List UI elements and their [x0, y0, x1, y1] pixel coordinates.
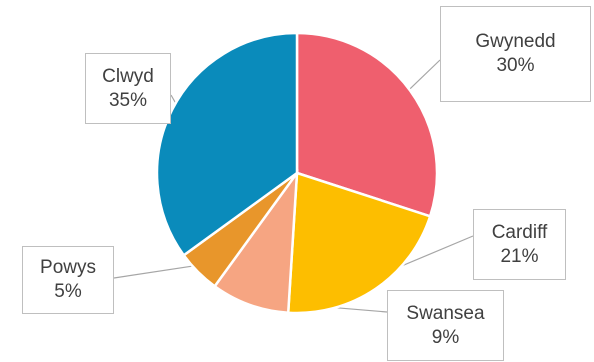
data-label-powys: Powys 5%: [22, 246, 114, 314]
pie-slices: [155, 31, 439, 315]
data-label-cardiff: Cardiff 21%: [473, 209, 566, 280]
pie-slice-clwyd: [155, 31, 299, 258]
leader-line-powys: [113, 263, 207, 279]
data-label-clwyd: Clwyd 35%: [85, 53, 171, 124]
data-label-powys-percent: 5%: [54, 281, 82, 302]
pie-slice-gwynedd: [295, 31, 439, 218]
data-label-gwynedd: Gwynedd 30%: [440, 6, 591, 102]
data-label-gwynedd-percent: 30%: [496, 55, 535, 76]
data-label-cardiff-percent: 21%: [500, 245, 539, 267]
data-label-clwyd-name: Clwyd: [102, 65, 154, 87]
pie-slice-cardiff: [286, 171, 432, 315]
data-label-clwyd-percent: 35%: [108, 89, 148, 111]
data-label-swansea: Swansea 9%: [387, 290, 504, 361]
data-label-cardiff-name: Cardiff: [491, 221, 548, 243]
data-label-swansea-name: Swansea: [406, 302, 485, 324]
data-label-gwynedd-name: Gwynedd: [475, 31, 556, 52]
data-label-powys-name: Powys: [40, 257, 96, 278]
pie-slice-swansea: [212, 168, 299, 315]
data-label-swansea-percent: 9%: [431, 326, 460, 348]
